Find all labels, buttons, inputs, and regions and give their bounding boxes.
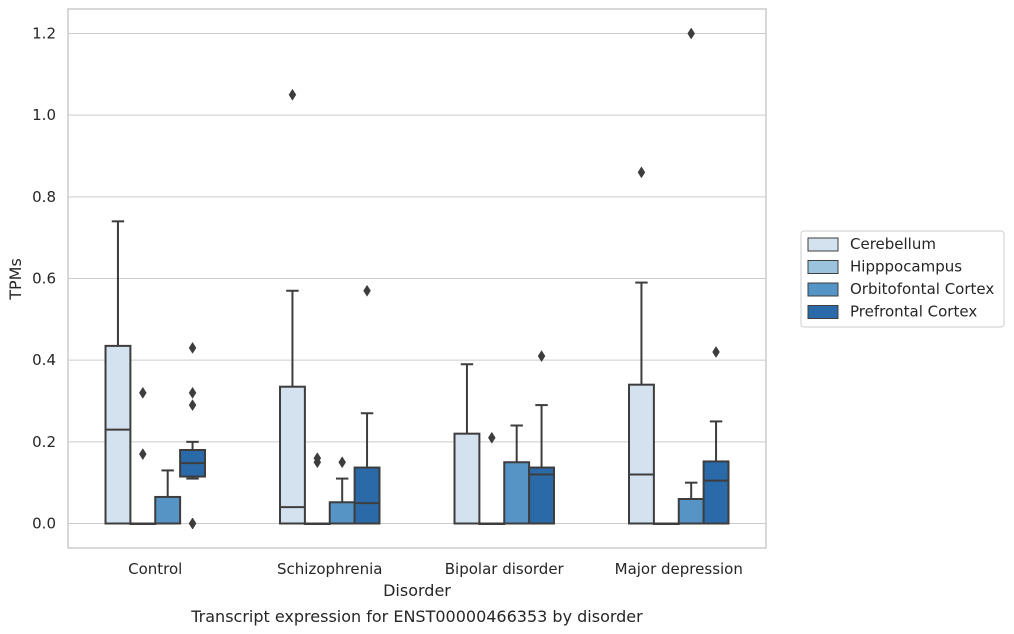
legend-swatch <box>807 305 839 319</box>
y-axis-label: TPMs <box>6 258 25 301</box>
y-tick-label: 1.0 <box>32 106 56 124</box>
box <box>279 385 306 525</box>
outlier-point <box>363 284 371 297</box>
box <box>353 466 381 525</box>
legend-swatch <box>807 260 839 274</box>
chart-caption: Transcript expression for ENST0000046635… <box>190 607 643 626</box>
outlier-point <box>188 386 197 399</box>
box <box>702 460 730 525</box>
y-tick-label: 0.2 <box>32 433 56 451</box>
legend-swatch <box>807 237 839 252</box>
outlier-point <box>188 341 197 354</box>
x-axis-label: Disorder <box>383 581 451 600</box>
box <box>528 466 555 525</box>
outlier-point <box>637 166 646 179</box>
outlier-point <box>687 27 695 40</box>
box <box>154 495 182 525</box>
outlier-point <box>488 431 496 444</box>
x-tick-label: Schizophrenia <box>277 560 382 578</box>
x-tick-label: Bipolar disorder <box>445 560 565 578</box>
y-tick-label: 0.6 <box>32 270 56 288</box>
y-tick-label: 0.4 <box>32 351 56 369</box>
outlier-point <box>313 456 322 469</box>
box <box>104 344 132 525</box>
outlier-point <box>288 88 297 101</box>
legend-entry-label: Prefrontal Cortex <box>850 303 977 321</box>
outlier-point <box>712 346 720 358</box>
y-tick-label: 1.2 <box>32 25 56 43</box>
legend: Cerebellum Hipppocampus Orbitofontal Corte… <box>800 230 1005 328</box>
outlier-point <box>188 399 197 412</box>
box <box>628 383 655 525</box>
y-tick-label: 0.8 <box>32 188 56 206</box>
plot-frame <box>67 8 767 549</box>
box <box>328 501 356 525</box>
box <box>503 461 531 525</box>
legend-frame <box>800 230 1005 328</box>
outlier-point <box>338 456 346 469</box>
plot-area: 0.0 0.2 0.4 0.6 0.8 1.0 1.2 Control Schizophreni… <box>32 8 767 578</box>
outlier-point <box>537 350 546 363</box>
outlier-point <box>139 386 147 399</box>
legend-entry-label: Orbitofontal Cortex <box>850 280 994 298</box>
x-tick-label: Control <box>128 560 182 578</box>
x-tick-label: Major depression <box>615 560 743 578</box>
legend-entry-label: Cerebellum <box>850 235 936 253</box>
outlier-point <box>139 448 147 461</box>
y-tick-label: 0.0 <box>32 515 56 533</box>
legend-entry-label: Hipppocampus <box>850 258 962 276</box>
legend-swatch <box>807 282 839 297</box>
outlier-point <box>188 517 197 530</box>
box <box>453 432 481 525</box>
box <box>677 498 705 525</box>
